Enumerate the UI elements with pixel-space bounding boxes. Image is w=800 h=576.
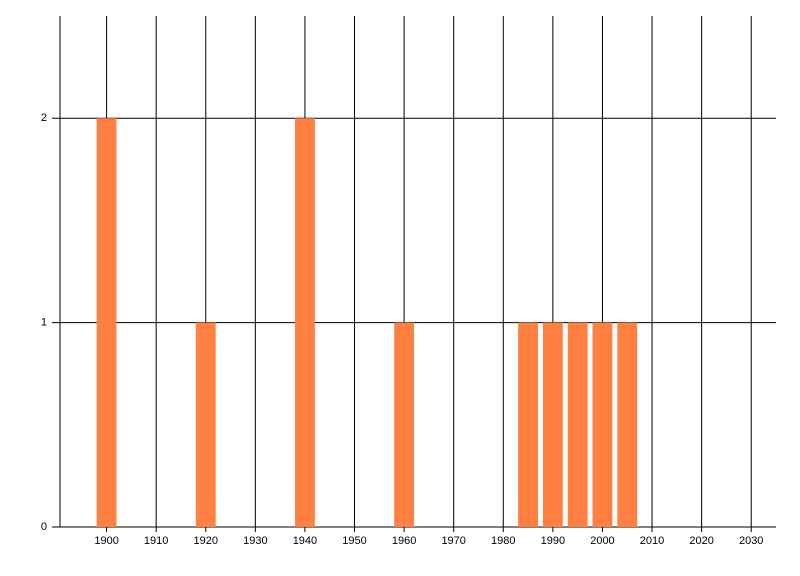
x-tick-label: 2000 (590, 535, 614, 547)
x-tick-label: 2020 (689, 535, 713, 547)
bar (394, 322, 415, 527)
x-tick-label: 1910 (144, 535, 168, 547)
x-tick-label: 1920 (194, 535, 218, 547)
x-tick-label: 1930 (243, 535, 267, 547)
x-tick-label: 1900 (94, 535, 118, 547)
bar (195, 322, 216, 527)
x-tick-label: 1950 (342, 535, 366, 547)
x-tick-label: 1970 (441, 535, 465, 547)
bar (567, 322, 588, 527)
x-tick-label: 1940 (293, 535, 317, 547)
x-tick-label: 2010 (640, 535, 664, 547)
bar (295, 118, 315, 527)
bar (542, 322, 563, 527)
bar (617, 322, 638, 527)
y-tick-label: 0 (41, 521, 47, 533)
x-tick-label: 1960 (392, 535, 416, 547)
y-tick-label: 2 (41, 112, 47, 124)
y-tick-label: 1 (41, 317, 47, 329)
bar (592, 322, 613, 527)
x-tick-label: 1990 (541, 535, 565, 547)
x-tick-label: 2030 (739, 535, 763, 547)
bar (518, 322, 538, 527)
x-tick-label: 1980 (491, 535, 515, 547)
bar (96, 118, 117, 527)
